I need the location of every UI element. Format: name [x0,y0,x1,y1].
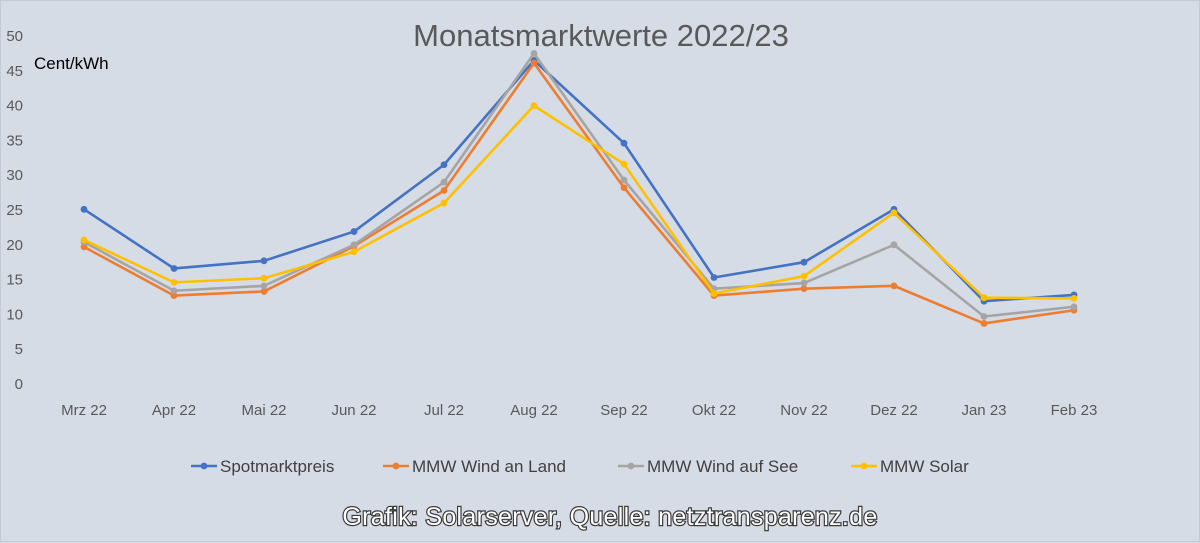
data-point [350,241,358,249]
data-point [800,258,808,266]
data-point [170,287,178,295]
x-tick-label: Jul 22 [424,402,464,419]
data-point [530,50,538,57]
data-point [440,199,448,207]
x-tick-label: Apr 22 [152,402,196,419]
data-point [170,265,178,272]
legend-item: MMW Wind auf See [618,457,798,476]
x-tick-label: Mai 22 [241,402,286,419]
series-line [82,59,1076,303]
data-point [800,279,808,287]
data-point [620,160,628,168]
x-tick-label: Feb 23 [1051,402,1098,419]
series-line [82,52,1076,318]
y-axis-ticks: 0 5 10 15 20 25 30 35 40 45 50 [6,28,23,393]
y-tick-label: 5 [15,341,23,358]
data-point [80,236,88,244]
data-point [260,274,268,282]
chart-title: Monatsmarktwerte 2022/23 [413,18,789,53]
x-tick-label: Jun 22 [331,402,376,419]
y-tick-label: 35 [6,132,23,149]
data-point [530,59,538,67]
x-axis-ticks: Mrz 22 Apr 22 Mai 22 Jun 22 Jul 22 Aug 22 Sep … [61,402,1097,419]
data-point [440,187,448,194]
data-point [260,282,268,290]
series-line [82,61,1076,325]
data-point [1070,294,1078,302]
data-point [890,209,898,217]
y-tick-label: 15 [6,272,23,289]
data-point [260,257,268,265]
x-tick-label: Dez 22 [870,402,918,419]
data-point [710,290,718,297]
data-point [530,102,538,109]
x-tick-label: Mrz 22 [61,402,107,419]
x-tick-label: Nov 22 [780,402,828,419]
data-point [980,294,988,302]
y-axis-unit-label: Cent/kWh [34,54,109,73]
legend-swatch-marker [200,462,208,470]
legend-swatch-marker [627,462,635,470]
series-line [82,104,1076,300]
data-point [440,178,448,186]
legend-label: Spotmarktpreis [220,457,334,476]
data-point [80,243,88,251]
data-point [80,205,88,213]
data-point [980,313,988,320]
y-tick-label: 45 [6,63,23,80]
data-point [800,272,808,280]
series-1 [80,56,1078,305]
data-point [170,278,178,286]
data-point [890,241,898,249]
data-point [350,228,358,235]
x-tick-label: Okt 22 [692,402,736,419]
data-point [980,320,988,327]
credit-caption: Grafik: Solarserver, Quelle: netztranspa… [342,503,877,531]
data-point [620,176,628,184]
data-point [710,274,718,281]
y-tick-label: 10 [6,306,23,323]
data-point [1070,303,1078,311]
data-point [890,282,898,290]
y-tick-label: 30 [6,167,23,184]
legend-item: MMW Solar [851,457,969,476]
legend: Spotmarktpreis MMW Wind an Land MMW Wind a… [191,457,969,476]
x-tick-label: Jan 23 [961,402,1006,419]
legend-item: Spotmarktpreis [191,457,334,476]
y-tick-label: 0 [15,376,23,393]
data-point [440,161,448,169]
x-tick-label: Aug 22 [510,402,558,419]
y-tick-label: 25 [6,202,23,219]
x-tick-label: Sep 22 [600,402,648,419]
y-tick-label: 40 [6,98,23,115]
y-tick-label: 20 [6,237,23,254]
data-point [350,248,358,256]
data-point [260,288,268,295]
legend-item: MMW Wind an Land [383,457,566,476]
legend-label: MMW Wind auf See [647,457,798,476]
data-point [620,139,628,147]
y-tick-label: 50 [6,28,23,45]
series-4 [80,102,1078,302]
legend-label: MMW Wind an Land [412,457,566,476]
legend-swatch-marker [860,462,868,470]
data-point [620,184,628,192]
data-point [170,292,178,300]
series-layer [80,50,1078,327]
legend-swatch-marker [392,462,400,470]
data-point [800,285,808,293]
legend-label: MMW Solar [880,457,969,476]
